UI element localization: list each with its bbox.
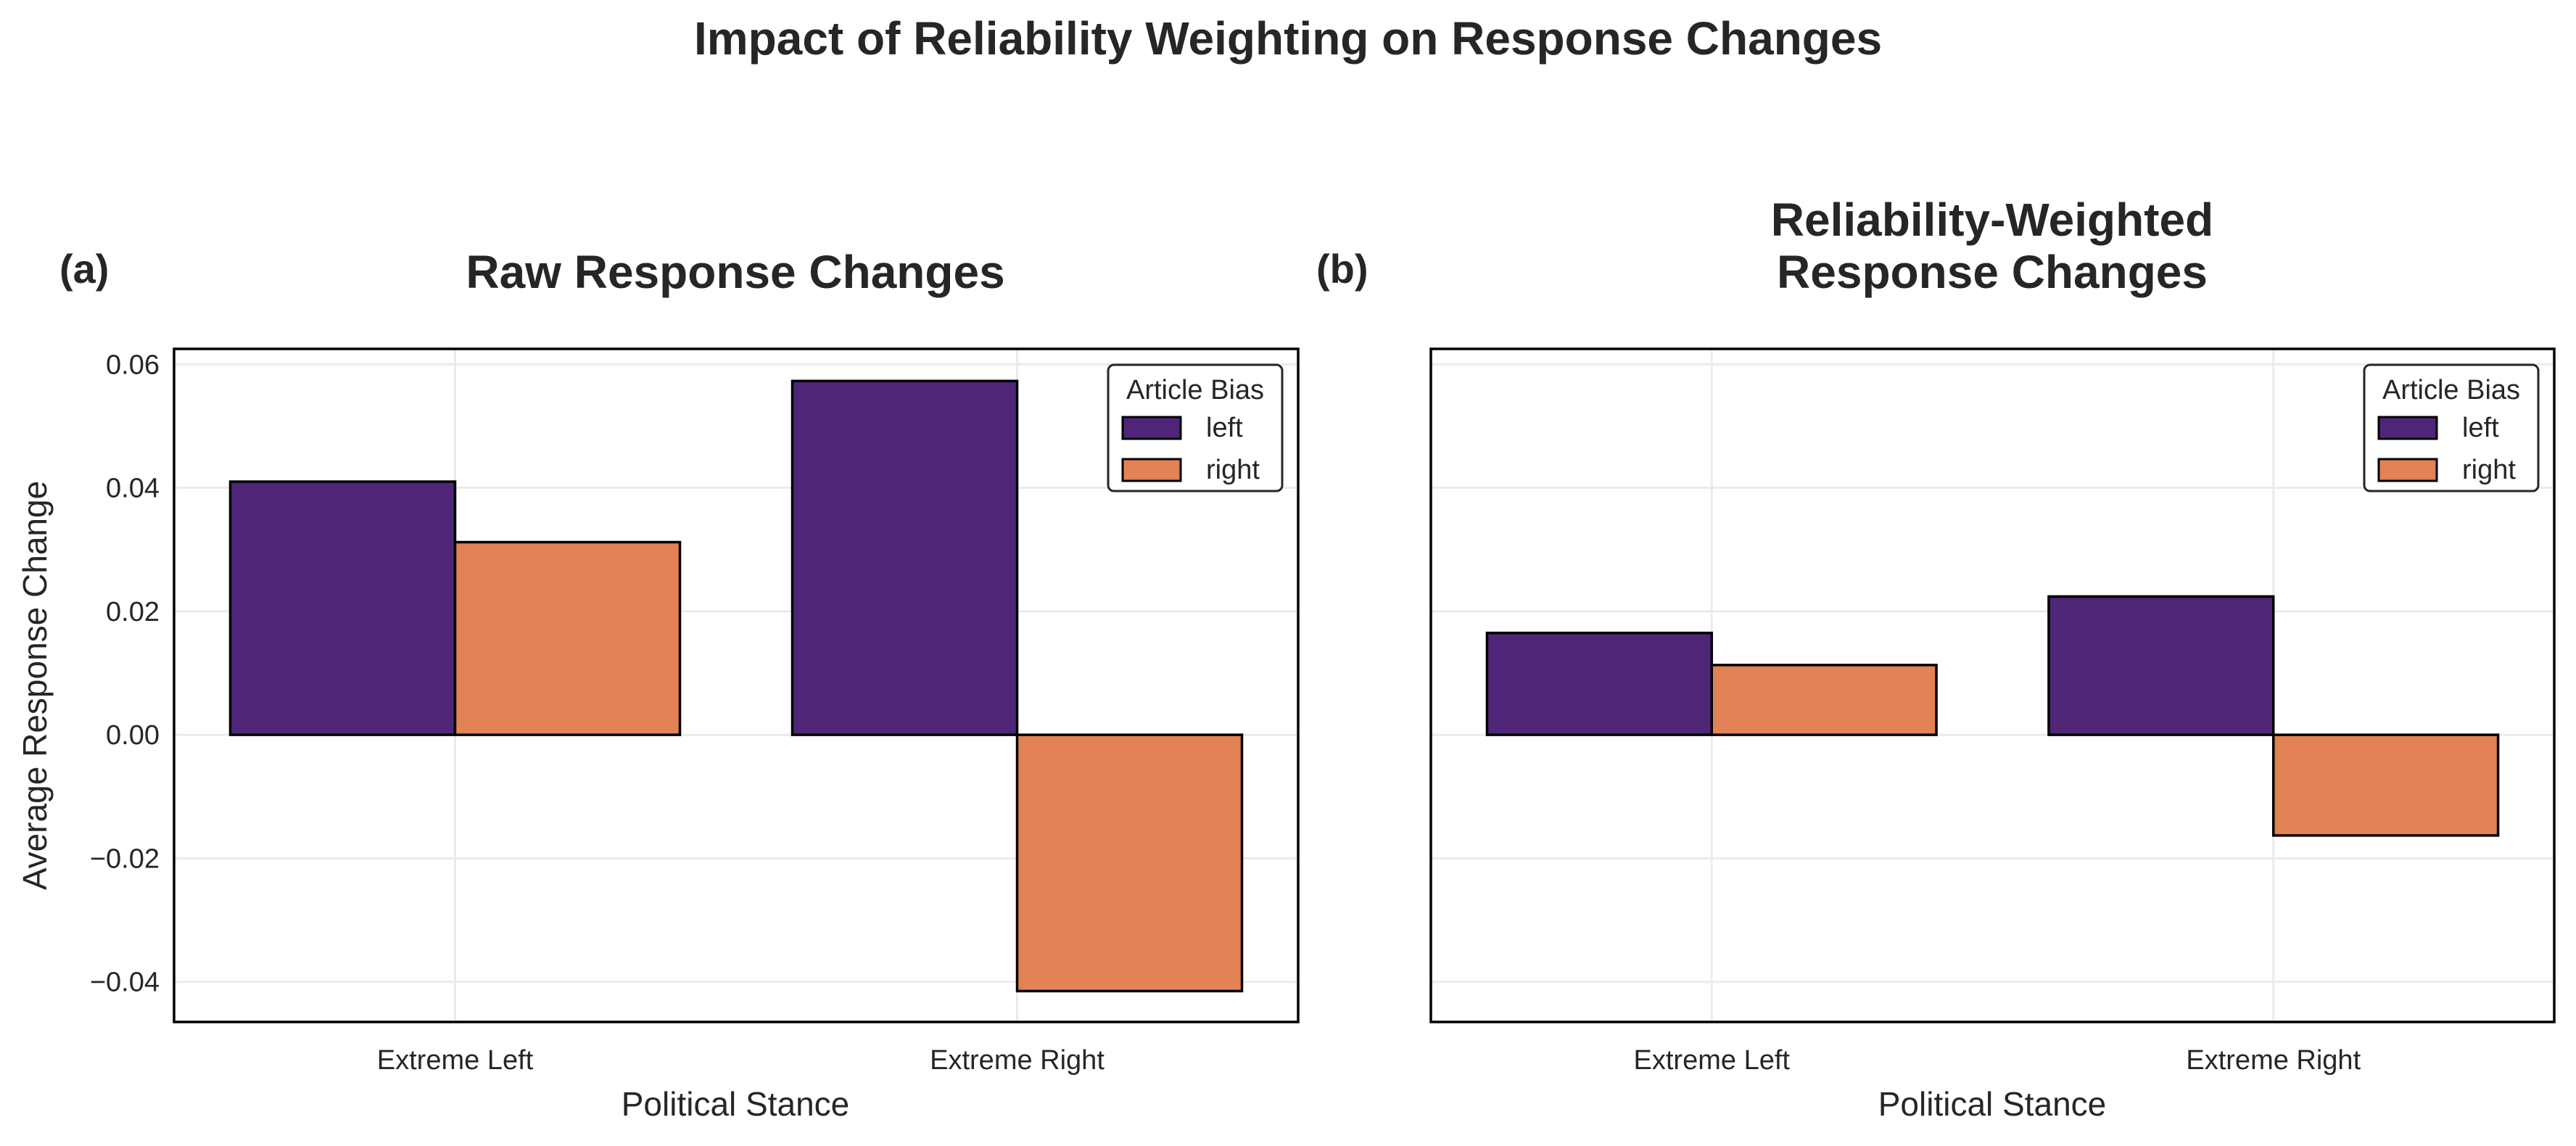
plot-frame (173, 347, 1300, 1023)
bar-right-extreme-right (2272, 733, 2500, 837)
x-tick-label: Extreme Right (2186, 1045, 2361, 1076)
bar-left-extreme-left (228, 480, 457, 736)
legend-label-right: right (1206, 455, 1260, 485)
panel-b-title-line-2: Response Changes (1777, 246, 2208, 298)
legend-swatch-right (1121, 458, 1182, 482)
legend-label-left: left (2462, 413, 2499, 443)
panel-b-letter: (b) (1316, 246, 1368, 292)
bar-right-extreme-right (1015, 733, 1244, 993)
legend-swatch-left (2377, 416, 2438, 440)
panel-a-letter: (a) (59, 246, 109, 292)
x-tick-label: Extreme Left (377, 1045, 534, 1076)
plot-area-b: Extreme Left Extreme Right Article Bias lef… (1429, 347, 2556, 1076)
legend-label-left: left (1206, 413, 1243, 443)
panel-a-xlabel: Political Stance (622, 1085, 850, 1123)
legend-title: Article Bias (1126, 375, 1264, 405)
plot-frame (1429, 347, 2556, 1023)
panel-b-title-line-1: Reliability-Weighted (1771, 194, 2213, 246)
x-tick-label: Extreme Left (1634, 1045, 1791, 1076)
plot-area-a: −0.04 −0.02 0.00 0.02 0.04 0.06 Extreme Left Ex… (90, 347, 1300, 1076)
bar-left-extreme-right (2047, 595, 2275, 736)
panel-a-ylabel: Average Response Change (16, 481, 54, 890)
y-tick-label: 0.02 (106, 597, 160, 627)
bar-right-extreme-left (453, 540, 682, 736)
legend-swatch-left (1121, 416, 1182, 440)
y-tick-label: −0.02 (90, 844, 160, 874)
y-tick-label: 0.04 (106, 474, 160, 504)
y-tick-label: 0.00 (106, 720, 160, 751)
panel-a-title: Raw Response Changes (466, 246, 1004, 298)
legend-label-right: right (2462, 455, 2516, 485)
panel-a: (a) Raw Response Changes −0.04 −0.02 0.00 0… (16, 246, 1300, 1123)
panel-b: (b) Reliability-Weighted Response Change… (1316, 194, 2556, 1123)
legend-swatch-right (2377, 458, 2438, 482)
y-tick-label: 0.06 (106, 350, 160, 380)
bar-left-extreme-right (790, 379, 1019, 736)
y-tick-label: −0.04 (90, 968, 160, 998)
bar-right-extreme-left (1710, 664, 1938, 736)
figure-title: Impact of Reliability Weighting on Respo… (694, 12, 1882, 65)
x-tick-label: Extreme Right (930, 1045, 1105, 1076)
panel-b-xlabel: Political Stance (1878, 1085, 2107, 1123)
bar-left-extreme-left (1485, 631, 1713, 736)
legend-title: Article Bias (2382, 375, 2520, 405)
